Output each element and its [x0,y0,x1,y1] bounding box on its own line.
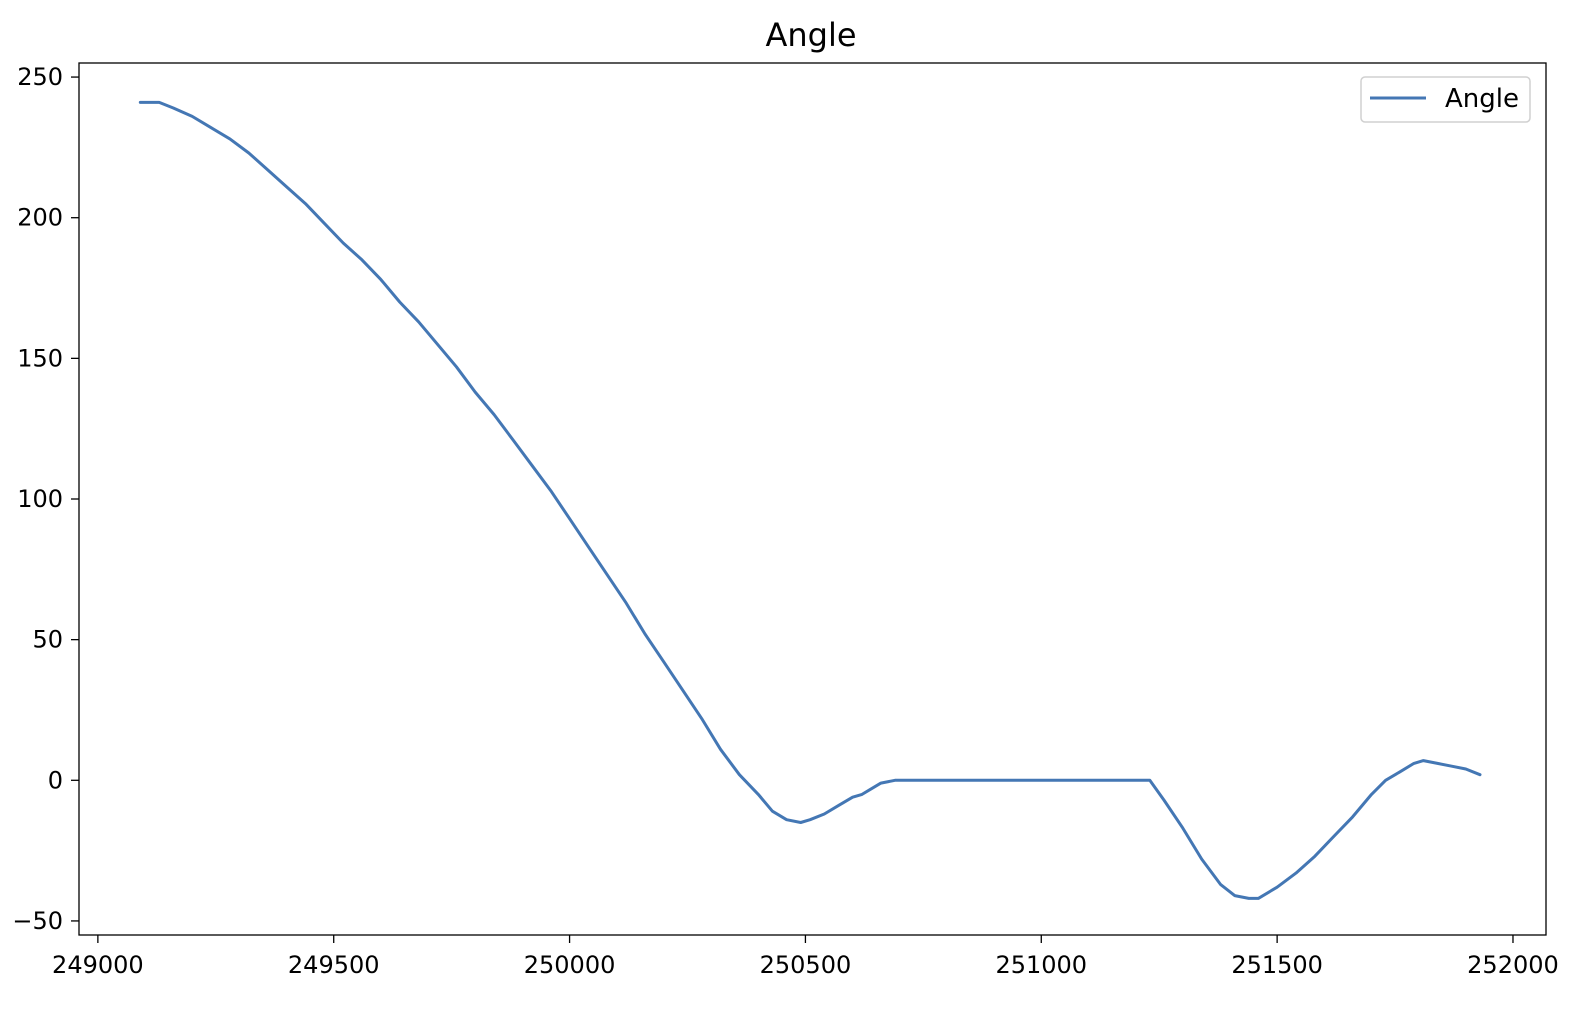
chart-title: Angle [765,16,856,54]
y-axis: −50 0 50 100 150 200 250 [12,63,79,935]
x-tick-label: 249500 [288,951,380,979]
x-tick-label: 250000 [524,951,616,979]
y-tick-label: 150 [17,344,63,372]
legend-label-angle: Angle [1445,84,1519,114]
x-tick-label: 251000 [995,951,1087,979]
x-tick-label: 251500 [1231,951,1323,979]
series-layer [138,100,1482,900]
y-tick-label: 200 [17,204,63,232]
series-line-angle [138,100,1482,900]
y-tick-label: 50 [32,626,63,654]
x-tick-label: 250500 [760,951,852,979]
y-tick-label: 100 [17,485,63,513]
plot-frame [78,62,1547,936]
y-tick-label: 250 [17,63,63,91]
legend-box [1360,76,1531,123]
x-tick-label: 249000 [52,951,144,979]
y-tick-label: −50 [12,907,63,935]
x-axis: 249000 249500 250000 250500 251000 251500 2520… [52,935,1559,979]
legend: Angle [1360,76,1531,123]
x-tick-label: 252000 [1467,951,1559,979]
y-tick-label: 0 [48,766,63,794]
